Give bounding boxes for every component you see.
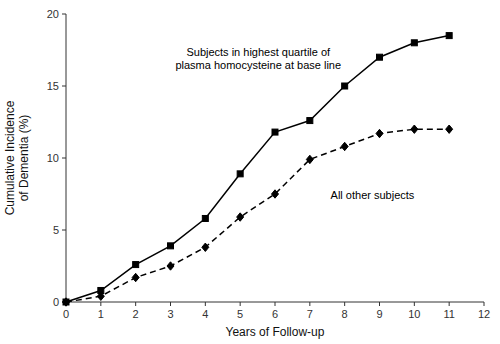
point bbox=[411, 40, 417, 46]
x-tick bbox=[379, 302, 380, 306]
text-line: Cumulative Incidence bbox=[3, 100, 17, 215]
x-tick bbox=[100, 302, 101, 306]
x-tick bbox=[170, 302, 171, 306]
point bbox=[377, 54, 383, 60]
y-tick-label: 0 bbox=[53, 296, 59, 308]
axes: 012345678910111205101520 bbox=[47, 8, 490, 320]
y-tick bbox=[62, 158, 66, 159]
point bbox=[168, 243, 174, 249]
point bbox=[132, 273, 139, 281]
x-tick bbox=[309, 302, 310, 306]
y-axis-label: Cumulative Incidenceof Dementia (%) bbox=[3, 100, 31, 215]
point bbox=[306, 155, 313, 163]
point bbox=[342, 83, 348, 89]
x-tick bbox=[449, 302, 450, 306]
text-line: Years of Follow-up bbox=[226, 325, 325, 339]
y-tick-label: 15 bbox=[47, 80, 59, 92]
point bbox=[272, 190, 279, 198]
y-tick-label: 20 bbox=[47, 8, 59, 20]
point bbox=[133, 262, 139, 268]
x-tick bbox=[344, 302, 345, 306]
point bbox=[446, 125, 453, 133]
point bbox=[202, 243, 209, 251]
y-tick bbox=[62, 14, 66, 15]
point bbox=[63, 298, 70, 306]
series-line bbox=[66, 36, 449, 302]
x-tick-label: 11 bbox=[443, 308, 454, 320]
text-line: plasma homocysteine at base line bbox=[175, 59, 341, 71]
series-label: All other subjects bbox=[331, 189, 415, 201]
x-tick-label: 2 bbox=[133, 308, 139, 320]
x-tick bbox=[135, 302, 136, 306]
y-tick bbox=[62, 230, 66, 231]
x-tick bbox=[414, 302, 415, 306]
point bbox=[167, 262, 174, 270]
x-tick bbox=[240, 302, 241, 306]
y-tick bbox=[62, 86, 66, 87]
point bbox=[411, 125, 418, 133]
point bbox=[237, 213, 244, 221]
series-labels: Subjects in highest quartile ofplasma ho… bbox=[175, 46, 414, 202]
point bbox=[97, 292, 104, 300]
data bbox=[63, 33, 453, 307]
point bbox=[307, 118, 313, 124]
x-tick-label: 9 bbox=[376, 308, 382, 320]
point bbox=[237, 171, 243, 177]
text-line: of Dementia (%) bbox=[17, 115, 31, 202]
x-tick bbox=[275, 302, 276, 306]
x-tick-label: 0 bbox=[63, 308, 69, 320]
text-line: All other subjects bbox=[331, 189, 415, 201]
y-tick-label: 5 bbox=[53, 224, 59, 236]
x-tick bbox=[484, 302, 485, 306]
text-line: Subjects in highest quartile of bbox=[186, 46, 331, 58]
x-tick-label: 10 bbox=[408, 308, 420, 320]
point bbox=[341, 142, 348, 150]
x-tick bbox=[205, 302, 206, 306]
x-tick-label: 1 bbox=[98, 308, 104, 320]
x-tick-label: 12 bbox=[478, 308, 490, 320]
series-line bbox=[66, 129, 449, 302]
chart: 012345678910111205101520Years of Follow-… bbox=[0, 0, 500, 344]
x-tick-label: 4 bbox=[202, 308, 208, 320]
x-tick-label: 7 bbox=[307, 308, 313, 320]
x-tick-label: 8 bbox=[342, 308, 348, 320]
point bbox=[376, 129, 383, 137]
x-tick-label: 3 bbox=[167, 308, 173, 320]
x-axis-label: Years of Follow-up bbox=[226, 325, 325, 339]
y-tick-label: 10 bbox=[47, 152, 59, 164]
background bbox=[0, 0, 500, 344]
series-label: Subjects in highest quartile ofplasma ho… bbox=[175, 46, 341, 71]
point bbox=[446, 33, 452, 39]
point bbox=[272, 129, 278, 135]
x-tick-label: 5 bbox=[237, 308, 243, 320]
point bbox=[202, 215, 208, 221]
x-tick-label: 6 bbox=[272, 308, 278, 320]
